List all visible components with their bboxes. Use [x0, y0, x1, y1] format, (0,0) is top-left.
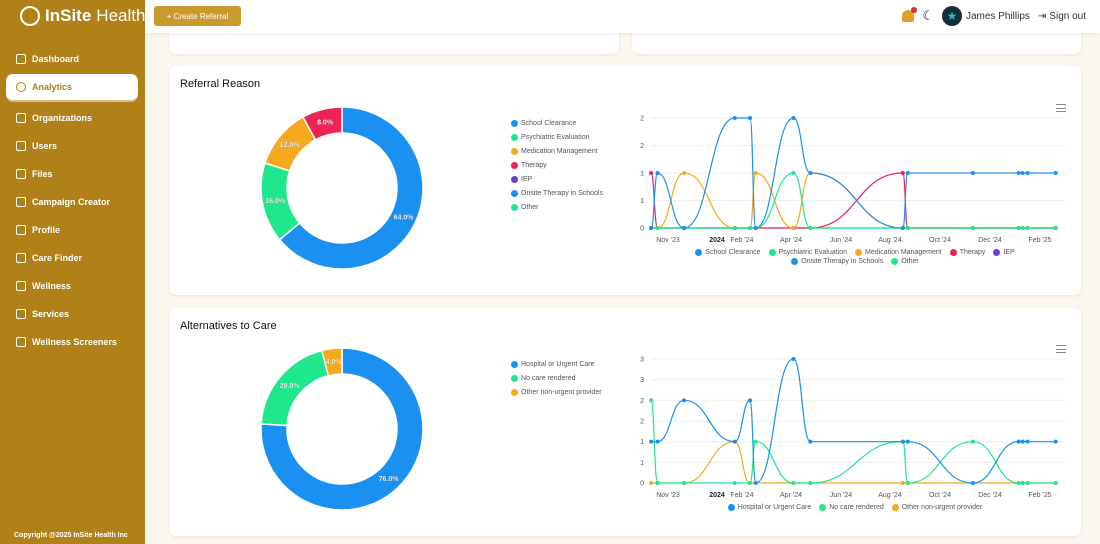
legend-dot-icon — [791, 258, 799, 265]
legend-dot-icon — [727, 504, 735, 511]
legend-dot-icon — [891, 258, 899, 265]
legend-item[interactable]: Other non-urgent provider — [511, 385, 602, 399]
sidebar-item-profile[interactable]: Profile — [0, 216, 145, 244]
legend-item[interactable]: Therapy — [511, 158, 603, 172]
sidebar-item-users[interactable]: Users — [0, 132, 145, 160]
legend-item[interactable]: Hospital or Urgent Care — [727, 504, 811, 511]
legend-dot-icon — [855, 249, 863, 256]
legend-dot-icon — [511, 374, 518, 382]
chart-menu-icon[interactable] — [1056, 345, 1066, 353]
sidebar-item-wellness-screeners[interactable]: Wellness Screeners — [0, 328, 145, 356]
pie-chart-icon — [16, 82, 26, 92]
card-title: Alternatives to Care — [180, 320, 277, 332]
sidebar-item-services[interactable]: Services — [0, 300, 145, 328]
notification-bell-icon[interactable] — [902, 7, 918, 22]
legend-item[interactable]: Medication Management — [855, 249, 942, 256]
create-referral-button[interactable]: + Create Referral — [154, 6, 241, 26]
legend-item[interactable]: Other — [891, 258, 919, 265]
sidebar-nav: Dashboard Analytics Organizations Users File… — [0, 45, 145, 356]
legend-item[interactable]: Psychiatric Evaluation — [511, 130, 603, 144]
legend-dot-icon — [993, 249, 1001, 256]
legend-item[interactable]: Onsite Therapy in Schools — [791, 258, 883, 265]
legend-dot-icon — [511, 189, 518, 197]
sign-out-button[interactable]: ⇥ Sign out — [1037, 10, 1086, 22]
legend-item[interactable]: Other — [511, 200, 603, 214]
list-icon — [16, 281, 26, 291]
sidebar-item-organizations[interactable]: Organizations — [0, 104, 145, 132]
sign-out-icon: ⇥ — [1037, 10, 1047, 22]
legend-dot-icon — [511, 388, 518, 396]
legend-item[interactable]: School Clearance — [511, 116, 603, 130]
copyright: Copyright @2025 InSite Health Inc — [14, 532, 128, 539]
line-legend: School Clearance Psychiatric Evaluation Me… — [680, 249, 1030, 265]
legend-dot-icon — [768, 249, 776, 256]
alternatives-card: Alternatives to Care — [169, 308, 1081, 536]
user-name[interactable]: James Phillips — [965, 10, 1030, 22]
legend-dot-icon — [891, 504, 899, 511]
circle-dot-icon — [16, 309, 26, 319]
sidebar-item-files[interactable]: Files — [0, 160, 145, 188]
sidebar-item-wellness[interactable]: Wellness — [0, 272, 145, 300]
legend-dot-icon — [511, 133, 518, 141]
legend-item[interactable]: No care rendered — [511, 371, 602, 385]
legend-dot-icon — [511, 147, 518, 155]
legend-item[interactable]: Therapy — [949, 249, 985, 256]
dark-mode-moon-icon[interactable]: ☾ — [922, 8, 934, 23]
home-icon — [16, 54, 26, 64]
legend-dot-icon — [819, 504, 827, 511]
legend-item[interactable]: Medication Management — [511, 144, 603, 158]
legend-dot-icon — [511, 119, 518, 127]
line-legend: Hospital or Urgent Care No care rendered O… — [680, 504, 1030, 511]
legend-item[interactable]: Hospital or Urgent Care — [511, 357, 602, 371]
legend-item[interactable]: IEP — [993, 249, 1015, 256]
card-title: Referral Reason — [180, 78, 261, 90]
sidebar: InSite Health Dashboard Analytics Organiza… — [0, 0, 145, 544]
user-circle-icon — [16, 225, 26, 235]
map-pin-icon — [16, 253, 26, 263]
chart-menu-icon[interactable] — [1056, 104, 1066, 112]
avatar[interactable]: ★ — [941, 6, 962, 26]
sidebar-item-dashboard[interactable]: Dashboard — [0, 45, 145, 73]
logo[interactable]: InSite Health — [20, 6, 145, 26]
users-icon — [16, 141, 26, 151]
notification-badge — [911, 7, 918, 13]
monitor-icon — [16, 337, 26, 347]
legend-dot-icon — [511, 203, 518, 211]
legend-item[interactable]: Other non-urgent provider — [891, 504, 982, 511]
legend-item[interactable]: No care rendered — [819, 504, 884, 511]
sidebar-item-analytics[interactable]: Analytics — [6, 74, 138, 100]
donut-legend: Hospital or Urgent Care No care rendered O… — [511, 357, 602, 399]
legend-dot-icon — [511, 161, 518, 169]
sidebar-item-campaign-creator[interactable]: Campaign Creator — [0, 188, 145, 216]
legend-dot-icon — [949, 249, 957, 256]
legend-dot-icon — [511, 175, 518, 183]
donut-legend: School Clearance Psychiatric Evaluation Me… — [511, 116, 603, 214]
legend-item[interactable]: IEP — [511, 172, 603, 186]
files-icon — [16, 169, 26, 179]
legend-item[interactable]: Psychiatric Evaluation — [768, 249, 847, 256]
legend-item[interactable]: Onsite Therapy in Schools — [511, 186, 603, 200]
legend-item[interactable]: School Clearance — [695, 249, 761, 256]
stethoscope-icon — [20, 6, 40, 26]
legend-dot-icon — [511, 360, 518, 368]
building-icon — [16, 113, 26, 123]
legend-dot-icon — [695, 249, 703, 256]
window-icon — [16, 197, 26, 207]
sidebar-item-care-finder[interactable]: Care Finder — [0, 244, 145, 272]
top-header: + Create Referral ☾ ★ James Phillips ⇥ Si… — [145, 0, 1100, 33]
